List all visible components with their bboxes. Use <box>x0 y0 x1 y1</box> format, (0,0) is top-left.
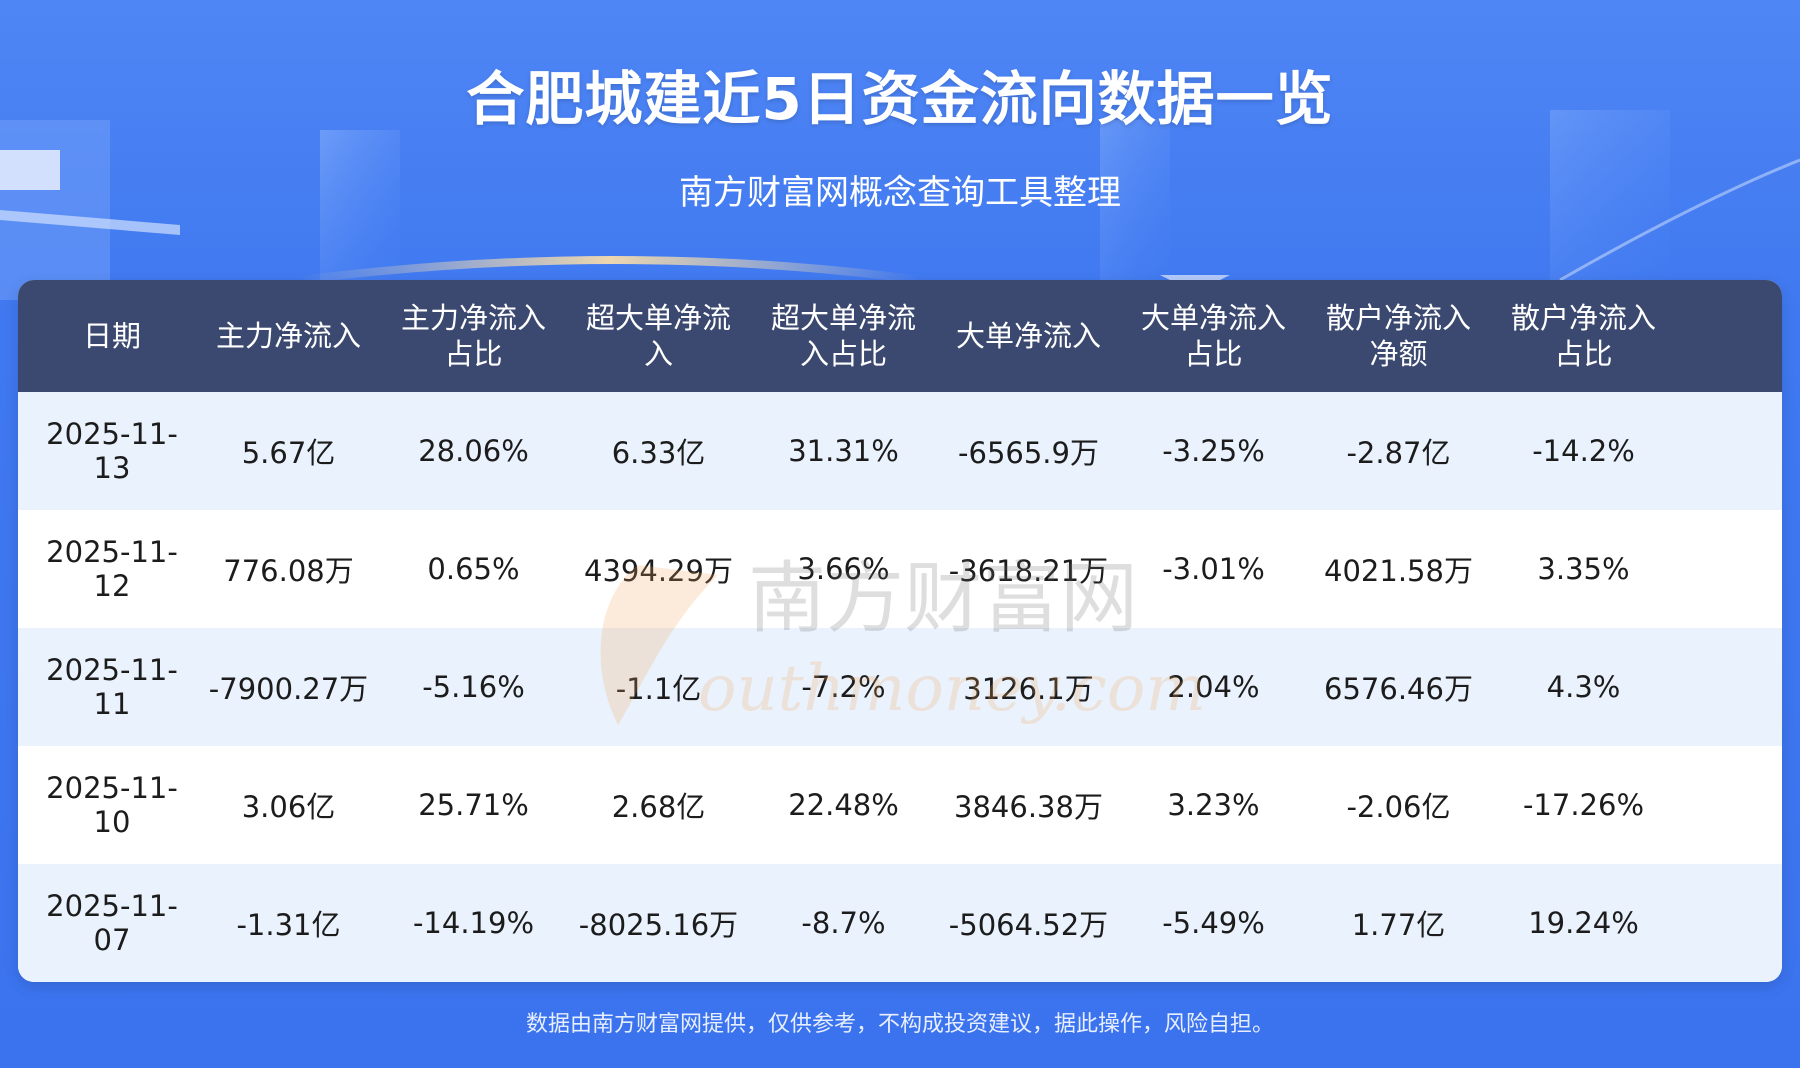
value-cell: -17.26% <box>1522 788 1645 822</box>
column-header-line: 大单净流入 <box>1140 301 1286 335</box>
value-cell: 6.33亿 <box>611 436 706 470</box>
column-header: 主力净流入 <box>196 280 381 392</box>
disclaimer-text: 数据由南方财富网提供，仅供参考，不构成投资建议，据此操作，风险自担。 <box>525 1012 1274 1037</box>
date-cell: 2025-11-10 <box>46 771 178 839</box>
value-cell: -3.01% <box>1162 552 1265 586</box>
value-cell: -6565.9万 <box>958 436 1099 470</box>
column-header-line: 超大单净流 <box>770 301 916 335</box>
value-cell: -14.2% <box>1532 434 1635 468</box>
value-cell: 5.67亿 <box>241 436 336 470</box>
column-header-line: 净额 <box>1369 337 1428 371</box>
value-cell: -7.2% <box>801 670 886 704</box>
value-cell: 28.06% <box>418 434 529 468</box>
value-cell: -8.7% <box>801 906 886 940</box>
column-header-line: 占比 <box>444 337 503 371</box>
value-cell: 19.24% <box>1528 906 1639 940</box>
value-cell: -1.1亿 <box>615 672 702 706</box>
column-header: 散户净流入 占比 <box>1491 280 1676 392</box>
value-cell: -3.25% <box>1162 434 1265 468</box>
date-cell: 2025-11-07 <box>46 889 178 957</box>
column-header-line: 主力净流入 <box>400 301 546 335</box>
column-header: 主力净流入 占比 <box>381 280 566 392</box>
value-cell: -5064.52万 <box>948 908 1109 942</box>
value-cell: 2.68亿 <box>611 790 706 824</box>
table-row: 2025-11-13 5.67亿 28.06% 6.33亿 31.31% -6565.9万… <box>18 392 1782 510</box>
table-row: 2025-11-07 -1.31亿 -14.19% -8025.16万 -8.7% -50… <box>18 864 1782 982</box>
table-row: 2025-11-10 3.06亿 25.71% 2.68亿 22.48% 3846.38万… <box>18 746 1782 864</box>
column-header: 日期 <box>18 280 196 392</box>
value-cell: 2.04% <box>1167 670 1260 704</box>
column-header: 散户净流入 净额 <box>1306 280 1491 392</box>
value-cell: 22.48% <box>788 788 899 822</box>
column-header-line: 散户净流入 <box>1510 301 1656 335</box>
fund-flow-table: 日期 主力净流入 主力净流入 占比 超大单净流入超大单净流 入占比 大单净流入 大单净流入 占比… <box>18 280 1782 982</box>
value-cell: 3.35% <box>1537 552 1630 586</box>
date-cell: 2025-11-12 <box>46 535 178 603</box>
value-cell: -5.49% <box>1162 906 1265 940</box>
column-header: 大单净流入 <box>936 280 1121 392</box>
value-cell: 4394.29万 <box>584 554 733 588</box>
column-header-line: 占比 <box>1554 337 1613 371</box>
value-cell: 3846.38万 <box>954 790 1103 824</box>
column-header-line: 超大单净流 <box>585 301 731 335</box>
column-header-line: 入 <box>643 337 673 371</box>
value-cell: 6576.46万 <box>1324 672 1473 706</box>
value-cell: -2.06亿 <box>1346 790 1451 824</box>
value-cell: 0.65% <box>427 552 520 586</box>
value-cell: 3.66% <box>797 552 890 586</box>
value-cell: 3.06亿 <box>241 790 336 824</box>
column-header-line: 散户净流入 <box>1325 301 1471 335</box>
table-row: 2025-11-11 -7900.27万 -5.16% -1.1亿 -7.2% 3126.… <box>18 628 1782 746</box>
column-header: 超大单净流入 <box>566 280 751 392</box>
column-header: 超大单净流 入占比 <box>751 280 936 392</box>
value-cell: 3.23% <box>1167 788 1260 822</box>
value-cell: 25.71% <box>418 788 529 822</box>
value-cell: 776.08万 <box>223 554 354 588</box>
table-body: 2025-11-13 5.67亿 28.06% 6.33亿 31.31% -6565.9万… <box>18 392 1782 982</box>
date-cell: 2025-11-11 <box>46 653 178 721</box>
column-header-line: 入占比 <box>799 337 887 371</box>
value-cell: -5.16% <box>422 670 525 704</box>
value-cell: 3126.1万 <box>963 672 1094 706</box>
page-subtitle: 南方财富网概念查询工具整理 <box>679 173 1121 213</box>
value-cell: -1.31亿 <box>236 908 341 942</box>
column-header-line: 大单净流入 <box>955 319 1101 353</box>
value-cell: 1.77亿 <box>1351 908 1446 942</box>
page-title: 合肥城建近5日资金流向数据一览 <box>466 65 1334 133</box>
column-header-line: 主力净流入 <box>215 319 361 353</box>
value-cell: -14.19% <box>412 906 535 940</box>
value-cell: 4.3% <box>1546 670 1621 704</box>
column-header: 大单净流入 占比 <box>1121 280 1306 392</box>
column-header-line: 占比 <box>1184 337 1243 371</box>
table-row: 2025-11-12 776.08万 0.65% 4394.29万 3.66% -3618… <box>18 510 1782 628</box>
date-cell: 2025-11-13 <box>46 417 178 485</box>
value-cell: -3618.21万 <box>948 554 1109 588</box>
table-header-row: 日期 主力净流入 主力净流入 占比 超大单净流入超大单净流 入占比 大单净流入 大单净流入 占比… <box>18 280 1782 392</box>
value-cell: -8025.16万 <box>578 908 739 942</box>
column-header-line: 日期 <box>82 319 141 353</box>
value-cell: 31.31% <box>788 434 899 468</box>
value-cell: -2.87亿 <box>1346 436 1451 470</box>
value-cell: 4021.58万 <box>1324 554 1473 588</box>
value-cell: -7900.27万 <box>208 672 369 706</box>
